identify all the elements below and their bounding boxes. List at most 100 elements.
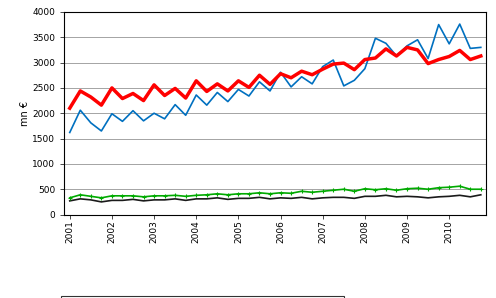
Understöd — [457, 184, 463, 188]
Köp av tjänster — [299, 75, 305, 79]
Material, förnödenheter, varor — [267, 197, 273, 201]
Material, förnödenheter, varor — [330, 195, 336, 199]
Material, förnödenheter, varor — [309, 197, 315, 201]
Understöd — [77, 193, 83, 197]
Köp av tjänster — [77, 108, 83, 112]
Lönekostnader — [288, 76, 294, 80]
Lönekostnader — [256, 73, 262, 77]
Köp av tjänster — [183, 114, 188, 117]
Understöd — [478, 187, 484, 191]
Köp av tjänster — [330, 58, 336, 62]
Y-axis label: mn €: mn € — [20, 101, 30, 126]
Material, förnödenheter, varor — [204, 197, 210, 201]
Understöd — [109, 194, 115, 198]
Lönekostnader — [415, 48, 421, 52]
Köp av tjänster — [383, 41, 389, 45]
Köp av tjänster — [415, 38, 421, 41]
Understöd — [130, 194, 136, 198]
Köp av tjänster — [88, 121, 94, 125]
Material, förnödenheter, varor — [446, 195, 452, 198]
Lönekostnader — [225, 89, 231, 93]
Lönekostnader — [214, 82, 220, 86]
Material, förnödenheter, varor — [341, 195, 347, 199]
Köp av tjänster — [457, 22, 463, 26]
Lönekostnader — [278, 72, 284, 75]
Köp av tjänster — [140, 119, 146, 122]
Material, förnödenheter, varor — [151, 198, 157, 202]
Understöd — [372, 188, 378, 192]
Legend: Lönekostnader, Köp av tjänster, Understöd, Material, förnödenheter, varor: Lönekostnader, Köp av tjänster, Understö… — [61, 296, 344, 298]
Lönekostnader — [299, 69, 305, 73]
Lönekostnader — [320, 67, 326, 71]
Understöd — [267, 192, 273, 195]
Understöd — [225, 193, 231, 197]
Lönekostnader — [341, 61, 347, 65]
Line: Understöd: Understöd — [67, 184, 483, 200]
Understöd — [351, 190, 357, 193]
Understöd — [140, 195, 146, 198]
Understöd — [120, 194, 125, 198]
Köp av tjänster — [288, 85, 294, 89]
Understöd — [172, 193, 178, 197]
Köp av tjänster — [120, 119, 125, 123]
Understöd — [193, 193, 199, 197]
Understöd — [404, 187, 410, 190]
Material, förnödenheter, varor — [183, 198, 188, 202]
Material, förnödenheter, varor — [140, 199, 146, 203]
Understöd — [341, 187, 347, 191]
Köp av tjänster — [320, 65, 326, 69]
Köp av tjänster — [162, 117, 168, 121]
Köp av tjänster — [246, 94, 252, 98]
Material, förnödenheter, varor — [393, 195, 399, 198]
Material, förnödenheter, varor — [383, 193, 389, 197]
Lönekostnader — [372, 56, 378, 60]
Köp av tjänster — [341, 84, 347, 88]
Understöd — [446, 185, 452, 189]
Understöd — [467, 187, 473, 191]
Köp av tjänster — [214, 91, 220, 94]
Köp av tjänster — [435, 23, 441, 26]
Köp av tjänster — [236, 88, 242, 91]
Köp av tjänster — [278, 70, 284, 74]
Lönekostnader — [435, 58, 441, 61]
Köp av tjänster — [393, 54, 399, 58]
Lönekostnader — [446, 55, 452, 58]
Köp av tjänster — [351, 78, 357, 82]
Material, förnödenheter, varor — [77, 197, 83, 201]
Material, förnödenheter, varor — [457, 193, 463, 197]
Lönekostnader — [309, 73, 315, 77]
Lönekostnader — [383, 47, 389, 51]
Material, förnödenheter, varor — [299, 195, 305, 199]
Lönekostnader — [404, 46, 410, 49]
Lönekostnader — [425, 62, 431, 65]
Köp av tjänster — [193, 93, 199, 97]
Köp av tjänster — [172, 103, 178, 106]
Material, förnödenheter, varor — [278, 196, 284, 200]
Material, förnödenheter, varor — [172, 197, 178, 201]
Lönekostnader — [172, 87, 178, 90]
Lönekostnader — [130, 92, 136, 95]
Material, förnödenheter, varor — [246, 197, 252, 200]
Köp av tjänster — [204, 103, 210, 107]
Understöd — [415, 187, 421, 190]
Lönekostnader — [478, 54, 484, 58]
Material, förnödenheter, varor — [320, 196, 326, 200]
Lönekostnader — [162, 94, 168, 97]
Lönekostnader — [362, 58, 368, 61]
Lönekostnader — [267, 83, 273, 86]
Material, förnödenheter, varor — [404, 195, 410, 198]
Lönekostnader — [193, 79, 199, 83]
Understöd — [67, 196, 73, 200]
Material, förnödenheter, varor — [120, 198, 125, 202]
Lönekostnader — [109, 86, 115, 90]
Lönekostnader — [204, 90, 210, 93]
Köp av tjänster — [309, 82, 315, 86]
Köp av tjänster — [225, 100, 231, 103]
Köp av tjänster — [67, 131, 73, 134]
Understöd — [299, 190, 305, 193]
Line: Material, förnödenheter, varor: Material, förnödenheter, varor — [70, 195, 481, 202]
Understöd — [425, 187, 431, 191]
Understöd — [256, 191, 262, 195]
Lönekostnader — [120, 97, 125, 100]
Understöd — [162, 194, 168, 198]
